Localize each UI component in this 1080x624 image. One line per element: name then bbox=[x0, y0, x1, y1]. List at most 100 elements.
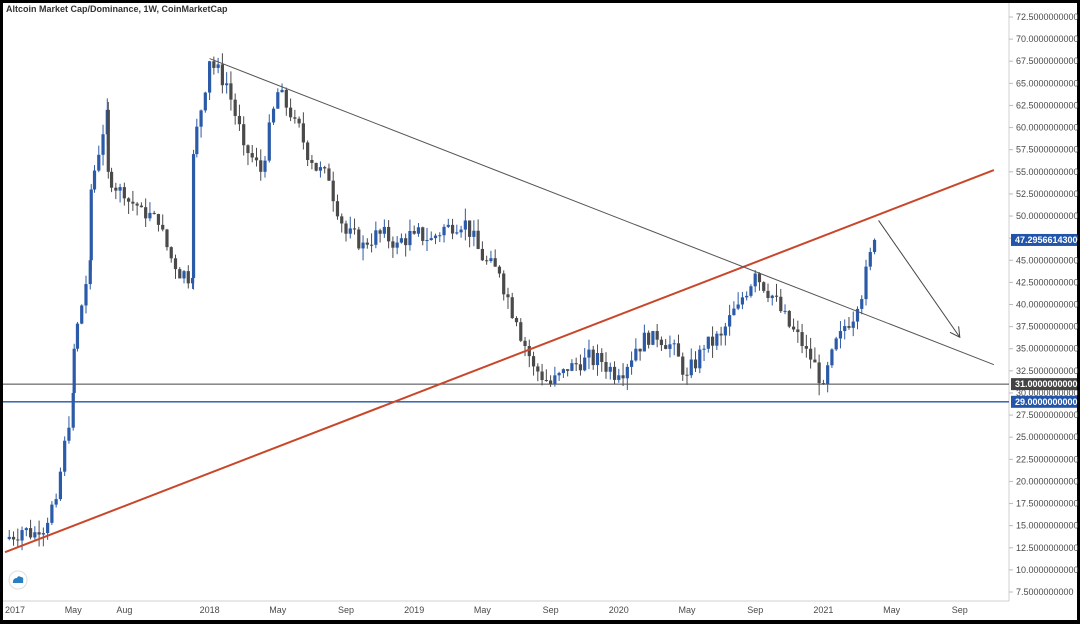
time-tick-label: Sep bbox=[952, 605, 968, 615]
candle-body bbox=[531, 356, 536, 367]
candle-body bbox=[139, 205, 143, 208]
candle-body bbox=[387, 226, 391, 242]
candle-body bbox=[178, 269, 182, 279]
candle-body bbox=[72, 348, 76, 393]
candle-body bbox=[71, 392, 75, 428]
candle-body bbox=[37, 532, 41, 535]
candle-body bbox=[497, 266, 502, 274]
candle-body bbox=[378, 230, 382, 234]
candle-body bbox=[480, 248, 484, 261]
candle-body bbox=[203, 92, 207, 111]
current-price-badge: 47.2956614300 bbox=[1015, 235, 1078, 245]
price-tick-label: 57.5000000000 bbox=[1016, 145, 1079, 155]
candle-body bbox=[416, 227, 421, 234]
candle-body bbox=[855, 308, 860, 322]
candle-body bbox=[92, 170, 97, 190]
time-tick-label: Sep bbox=[747, 605, 763, 615]
candle-body bbox=[182, 271, 186, 279]
candle-body bbox=[549, 380, 553, 385]
candle-body bbox=[89, 189, 93, 261]
falling-trendline[interactable] bbox=[209, 58, 995, 366]
candle-body bbox=[536, 366, 540, 372]
price-tick-label: 35.0000000000 bbox=[1016, 344, 1079, 354]
candle-body bbox=[762, 282, 766, 291]
arrow-shaft[interactable] bbox=[878, 220, 961, 338]
candle-body bbox=[412, 231, 416, 234]
candle-body bbox=[33, 532, 37, 538]
candle-body bbox=[216, 64, 220, 68]
candle-body bbox=[693, 359, 698, 369]
candle-body bbox=[455, 232, 459, 234]
price-badges: 47.2956614300 31.0000000000 29.0000000000 bbox=[1011, 233, 1078, 408]
candle-body bbox=[570, 363, 574, 371]
candle-body bbox=[489, 258, 493, 262]
candle-body bbox=[340, 216, 344, 224]
candle-body bbox=[276, 92, 280, 109]
chart-background bbox=[3, 3, 1077, 620]
time-tick-label: May bbox=[883, 605, 901, 615]
candle-body bbox=[787, 310, 791, 327]
candle-body bbox=[318, 167, 323, 171]
candle-body bbox=[50, 504, 54, 523]
candle-body bbox=[446, 224, 450, 227]
candle-body bbox=[647, 332, 651, 345]
candlestick-series bbox=[7, 53, 877, 551]
candle-body bbox=[813, 359, 817, 363]
candle-body bbox=[46, 522, 50, 534]
price-tick-label: 72.5000000000 bbox=[1016, 12, 1079, 22]
candle-body bbox=[706, 336, 710, 349]
candle-body bbox=[591, 349, 595, 366]
candle-body bbox=[399, 238, 404, 243]
candle-body bbox=[544, 380, 548, 382]
candle-body bbox=[732, 308, 736, 316]
tradingview-cloud-icon[interactable] bbox=[8, 570, 28, 590]
candle-body bbox=[335, 201, 340, 217]
candle-body bbox=[843, 326, 847, 332]
candle-body bbox=[830, 349, 834, 366]
candle-body bbox=[612, 366, 617, 380]
candle-body bbox=[195, 126, 199, 155]
candle-body bbox=[374, 230, 378, 245]
time-tick-label: 2017 bbox=[5, 605, 25, 615]
price-tick-label: 70.0000000000 bbox=[1016, 34, 1079, 44]
candle-body bbox=[114, 187, 118, 191]
trendlines[interactable] bbox=[4, 58, 995, 554]
candle-body bbox=[75, 323, 80, 349]
candle-body bbox=[629, 360, 634, 367]
time-axis[interactable]: 2017 May Aug 2018 May Sep 2019 May Sep 2020 May Sep… bbox=[5, 605, 968, 615]
price-tick-label: 40.0000000000 bbox=[1016, 300, 1079, 310]
candle-body bbox=[493, 258, 497, 267]
candle-body bbox=[63, 440, 67, 472]
candle-body bbox=[527, 346, 531, 357]
candle-body bbox=[809, 348, 813, 360]
candle-body bbox=[621, 375, 625, 379]
price-tick-label: 60.0000000000 bbox=[1016, 123, 1079, 133]
candle-body bbox=[429, 238, 433, 241]
candle-body bbox=[323, 167, 327, 169]
candle-body bbox=[97, 154, 101, 171]
candle-body bbox=[719, 333, 723, 336]
candle-body bbox=[365, 242, 369, 245]
candle-body bbox=[41, 533, 45, 535]
candle-body bbox=[348, 228, 352, 234]
price-tick-label: 67.5000000000 bbox=[1016, 56, 1079, 66]
candle-body bbox=[67, 427, 71, 441]
candle-body bbox=[557, 373, 561, 376]
level-31-badge: 31.0000000000 bbox=[1015, 379, 1078, 389]
candle-body bbox=[229, 83, 233, 100]
time-tick-label: 2021 bbox=[813, 605, 833, 615]
candle-body bbox=[604, 362, 608, 372]
time-tick-label: Aug bbox=[116, 605, 132, 615]
candle-body bbox=[821, 383, 825, 385]
candle-body bbox=[271, 108, 276, 123]
rising-trendline[interactable] bbox=[4, 169, 995, 554]
candle-body bbox=[617, 375, 621, 380]
projection-arrow[interactable] bbox=[878, 220, 961, 339]
candle-body bbox=[860, 299, 864, 309]
candle-body bbox=[753, 273, 757, 287]
price-axis[interactable]: 72.5000000000 70.0000000000 67.5000000000 6… bbox=[1009, 12, 1079, 597]
time-tick-label: 2018 bbox=[200, 605, 220, 615]
candle-body bbox=[757, 273, 762, 283]
candle-body bbox=[468, 220, 472, 237]
